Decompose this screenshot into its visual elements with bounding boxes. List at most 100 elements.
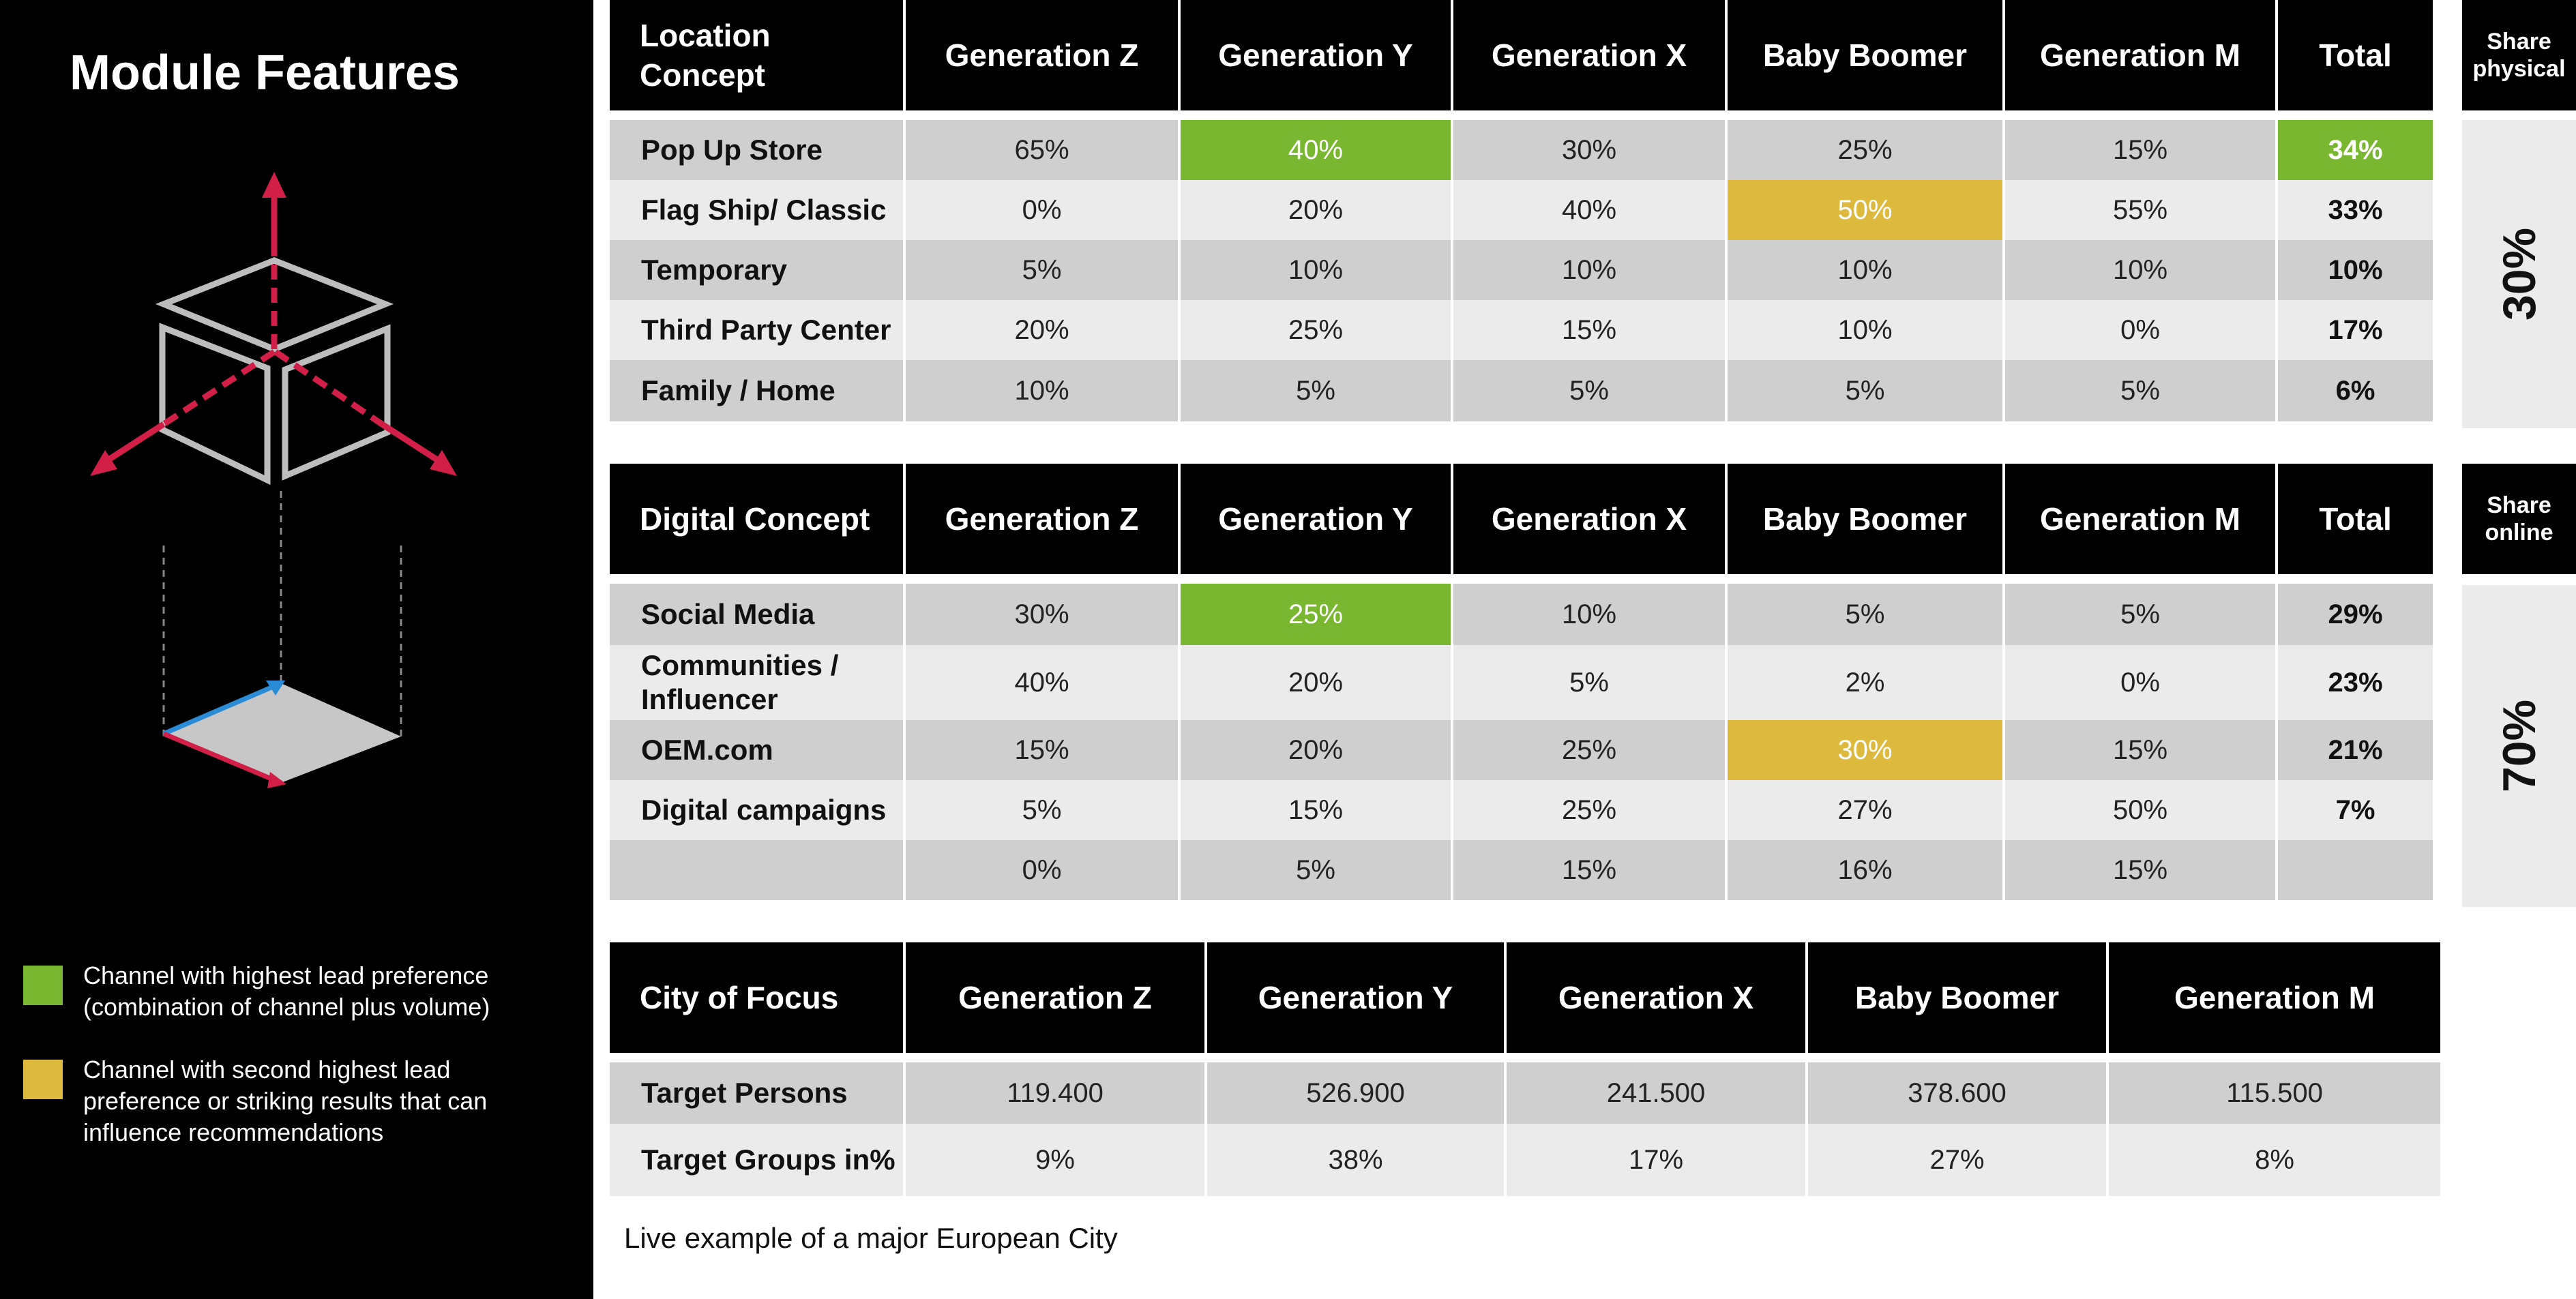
column-header: Digital Concept [610,464,903,574]
module-features-title: Module Features [70,46,460,100]
total-cell: 21% [2278,720,2433,780]
table-cell: 10% [2005,240,2275,300]
green-swatch-icon [23,966,63,1005]
column-header: Total [2278,0,2433,110]
table-cell: 115.500 [2109,1062,2440,1124]
table-cell: 5% [906,240,1178,300]
table-cell: 8% [2109,1124,2440,1196]
table-row: Pop Up Store 65% 40% 30% 25% 15% 34% [610,120,2433,180]
row-label: Temporary [610,240,903,300]
table-cell: 40% [1453,180,1725,240]
row-label: Family / Home [610,360,903,421]
table-cell: 20% [1181,645,1451,720]
table-cell: 20% [1181,180,1451,240]
legend-text: Channel with highest lead preference (co… [83,961,490,1021]
table-cell-highlight-yellow: 50% [1728,180,2002,240]
table-cell: 5% [1453,360,1725,421]
table-cell: 10% [1453,584,1725,645]
table-cell: 9% [906,1124,1204,1196]
digital-concept-table: Digital Concept Generation Z Generation … [607,464,2436,900]
table-cell: 38% [1207,1124,1504,1196]
location-concept-table: Location Concept Generation Z Generation… [607,0,2436,421]
column-header: Generation Z [906,464,1178,574]
column-header: Generation M [2109,942,2440,1053]
column-header: City of Focus [610,942,903,1053]
column-header: Generation X [1453,464,1725,574]
total-cell-highlight-green: 34% [2278,120,2433,180]
column-header: Location Concept [610,0,903,110]
table-cell: 15% [906,720,1178,780]
table-row: OEM.com 15% 20% 25% 30% 15% 21% [610,720,2433,780]
column-header: Baby Boomer [1728,0,2002,110]
table-cell: 5% [906,780,1178,840]
table-cell-highlight-green: 25% [1181,584,1451,645]
table-header-row: Digital Concept Generation Z Generation … [610,464,2433,574]
table-cell: 5% [2005,584,2275,645]
table-cell: 119.400 [906,1062,1204,1124]
table-cell-highlight-yellow: 30% [1728,720,2002,780]
table-cell: 10% [1728,300,2002,360]
table-cell: 25% [1453,720,1725,780]
table-cell: 5% [2005,360,2275,421]
share-physical-label: Share physical [2462,0,2576,110]
column-header: Generation Y [1181,464,1451,574]
cube-axes-diagram-icon [90,172,457,788]
table-cell: 30% [906,584,1178,645]
row-label: OEM.com [610,720,903,780]
table-row: Digital campaigns 5% 15% 25% 27% 50% 7% [610,780,2433,840]
column-header: Generation Y [1207,942,1504,1053]
table-cell: 27% [1728,780,2002,840]
table-cell: 2% [1728,645,2002,720]
table-cell: 15% [2005,120,2275,180]
total-cell: 7% [2278,780,2433,840]
column-header: Generation Z [906,942,1204,1053]
total-cell: 29% [2278,584,2433,645]
table-cell: 241.500 [1507,1062,1805,1124]
table-row: Temporary 5% 10% 10% 10% 10% 10% [610,240,2433,300]
table-header-row: Location Concept Generation Z Generation… [610,0,2433,110]
table-cell: 17% [1507,1124,1805,1196]
table-row: Target Groups in% 9% 38% 17% 27% 8% [610,1124,2440,1196]
row-label: Third Party Center [610,300,903,360]
table-cell: 5% [1453,645,1725,720]
table-cell: 25% [1453,780,1725,840]
table-cell: 27% [1808,1124,2106,1196]
table-cell: 0% [906,180,1178,240]
column-header: Total [2278,464,2433,574]
table-cell: 16% [1728,840,2002,900]
table-cell: 40% [906,645,1178,720]
table-cell: 15% [1453,840,1725,900]
city-of-focus-table: City of Focus Generation Z Generation Y … [607,942,2443,1196]
table-cell: 5% [1728,360,2002,421]
table-cell: 50% [2005,780,2275,840]
total-cell: 33% [2278,180,2433,240]
table-cell: 10% [1728,240,2002,300]
table-row: Communities / Influencer 40% 20% 5% 2% 0… [610,645,2433,720]
total-cell [2278,840,2433,900]
column-header: Generation Y [1181,0,1451,110]
table-cell: 20% [1181,720,1451,780]
row-label: Communities / Influencer [610,645,903,720]
share-physical-value: 30% [2493,227,2545,321]
row-label: Target Persons [610,1062,903,1124]
table-row: Target Persons 119.400 526.900 241.500 3… [610,1062,2440,1124]
legend-text: Channel with second highest lead prefere… [83,1056,488,1146]
share-online-value: 70% [2493,699,2545,793]
table-cell: 15% [1181,780,1451,840]
row-label: Pop Up Store [610,120,903,180]
table-cell: 378.600 [1808,1062,2106,1124]
footnote: Live example of a major European City [624,1222,1118,1254]
table-cell: 15% [1453,300,1725,360]
table-cell: 25% [1181,300,1451,360]
table-cell: 20% [906,300,1178,360]
table-cell: 0% [2005,300,2275,360]
column-header: Baby Boomer [1808,942,2106,1053]
total-cell: 10% [2278,240,2433,300]
table-cell: 55% [2005,180,2275,240]
row-label: Flag Ship/ Classic [610,180,903,240]
table-cell: 15% [2005,840,2275,900]
table-cell: 15% [2005,720,2275,780]
column-header: Generation M [2005,464,2275,574]
table-cell: 5% [1728,584,2002,645]
share-physical-box: 30% [2462,120,2576,428]
